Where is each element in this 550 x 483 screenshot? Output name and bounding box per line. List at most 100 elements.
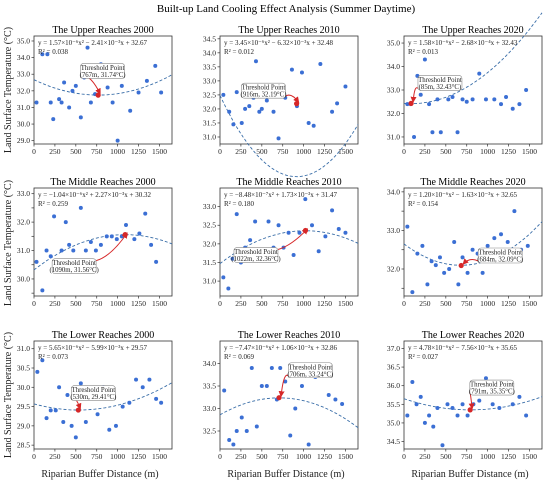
x-tick-label: 1500 — [152, 147, 167, 156]
x-tick-label: 250 — [49, 452, 61, 461]
data-point — [420, 243, 425, 248]
y-tick-label: 34.5 — [387, 437, 400, 446]
data-point — [128, 108, 133, 113]
y-tick-label: 34.5 — [203, 34, 216, 43]
y-tick-label: 33.0 — [17, 189, 30, 198]
x-tick-label: 1000 — [110, 299, 125, 308]
y-tick-label: 32.5 — [203, 90, 216, 99]
x-tick-label: 1000 — [480, 147, 495, 156]
r-squared: R² = 0.012 — [224, 48, 254, 56]
threshold-box — [80, 63, 125, 79]
data-point — [132, 237, 137, 242]
threshold-point — [122, 232, 128, 238]
x-axis-label-col-1: Riparian Buffer Distance (m) — [41, 469, 158, 480]
threshold-point — [302, 227, 309, 234]
axes-frame — [403, 187, 543, 297]
data-point — [410, 379, 415, 384]
data-point — [85, 45, 90, 50]
data-point — [114, 237, 119, 242]
data-point — [286, 230, 291, 235]
data-point — [415, 251, 420, 256]
data-point — [264, 384, 269, 388]
y-tick-label: 30.5 — [17, 364, 30, 373]
panel-1: The Upper Reaches 2000 0 250 500 750 1000 1250… — [17, 25, 173, 156]
data-point — [437, 255, 442, 260]
y-tick-label: 30.0 — [17, 383, 30, 392]
y-tick-label: 35.5 — [387, 400, 400, 409]
y-tick-label: 29.0 — [17, 421, 30, 430]
data-point — [492, 236, 497, 241]
fit-curve — [219, 397, 359, 428]
x-axis-label-col-3: Riparian Buffer Distance (m) — [411, 469, 528, 480]
data-point — [104, 234, 109, 239]
data-point — [159, 400, 164, 405]
data-point — [51, 117, 56, 122]
data-point — [34, 259, 39, 264]
threshold-value: (1090m, 31.56°C) — [49, 267, 98, 274]
y-tick-label: 30.0 — [17, 120, 30, 129]
data-point — [63, 220, 68, 225]
data-point — [422, 420, 427, 425]
data-point — [297, 230, 302, 235]
data-point — [71, 248, 76, 253]
data-point — [154, 259, 159, 264]
y-tick-label: 34.0 — [17, 53, 30, 62]
x-tick-label: 500 — [256, 452, 268, 461]
data-point — [283, 379, 288, 384]
threshold-point — [276, 395, 282, 401]
data-point — [78, 115, 83, 120]
x-tick-label: 500 — [70, 147, 82, 156]
panel-title: The Upper Reaches 2010 — [238, 25, 339, 36]
y-tick-label: 31.5 — [203, 258, 216, 267]
data-point — [435, 406, 440, 411]
x-tick-label: 1500 — [522, 147, 537, 156]
data-point — [98, 242, 103, 247]
data-point — [524, 413, 529, 418]
r-squared: R² = 0.073 — [38, 353, 68, 361]
data-point — [78, 381, 83, 386]
data-point — [343, 84, 348, 89]
x-tick-label: 1250 — [501, 147, 516, 156]
x-tick-label: 250 — [419, 147, 431, 156]
data-point — [140, 385, 145, 390]
data-point — [259, 106, 264, 111]
data-point — [336, 226, 341, 231]
data-point — [438, 130, 443, 135]
x-tick-label: 0 — [32, 299, 36, 308]
x-tick-label: 750 — [277, 299, 289, 308]
data-point — [485, 243, 490, 248]
data-point — [418, 92, 423, 97]
threshold-arrow — [285, 94, 300, 103]
x-tick-label: 750 — [91, 147, 103, 156]
data-point — [113, 423, 118, 428]
x-tick-label: 500 — [440, 147, 452, 156]
y-tick-label: 35.0 — [17, 36, 30, 45]
data-point — [244, 429, 249, 433]
axes-frame — [219, 35, 359, 145]
threshold-box — [51, 258, 97, 274]
fit-equation: y = −1.04×10⁻⁶x² + 2.27×10⁻³x + 30.32 — [38, 191, 151, 199]
axes-frame — [33, 187, 173, 297]
data-point — [460, 402, 465, 407]
data-point — [234, 429, 239, 433]
data-point — [405, 413, 410, 418]
data-point — [78, 205, 83, 210]
y-tick-label: 28.5 — [17, 441, 30, 450]
y-tick-label: 31.0 — [17, 246, 30, 255]
x-tick-label: 500 — [256, 147, 268, 156]
y-tick-label: 34.0 — [387, 62, 400, 71]
x-tick-label: 250 — [419, 452, 431, 461]
threshold-arrow — [462, 258, 479, 265]
y-tick-label: 29.0 — [17, 136, 30, 145]
data-point — [477, 71, 482, 76]
y-tick-label: 37.0 — [387, 344, 400, 353]
x-tick-label: 0 — [32, 147, 36, 156]
axes-frame — [219, 187, 359, 297]
data-point — [477, 398, 482, 403]
fit-equation: y = 1.57×10⁻⁶x² − 2.41×10⁻³x + 32.67 — [38, 39, 148, 47]
x-tick-label: 1500 — [152, 452, 167, 461]
data-point — [35, 369, 40, 374]
y-tick-label: 31.0 — [203, 132, 216, 141]
data-point — [446, 97, 451, 102]
